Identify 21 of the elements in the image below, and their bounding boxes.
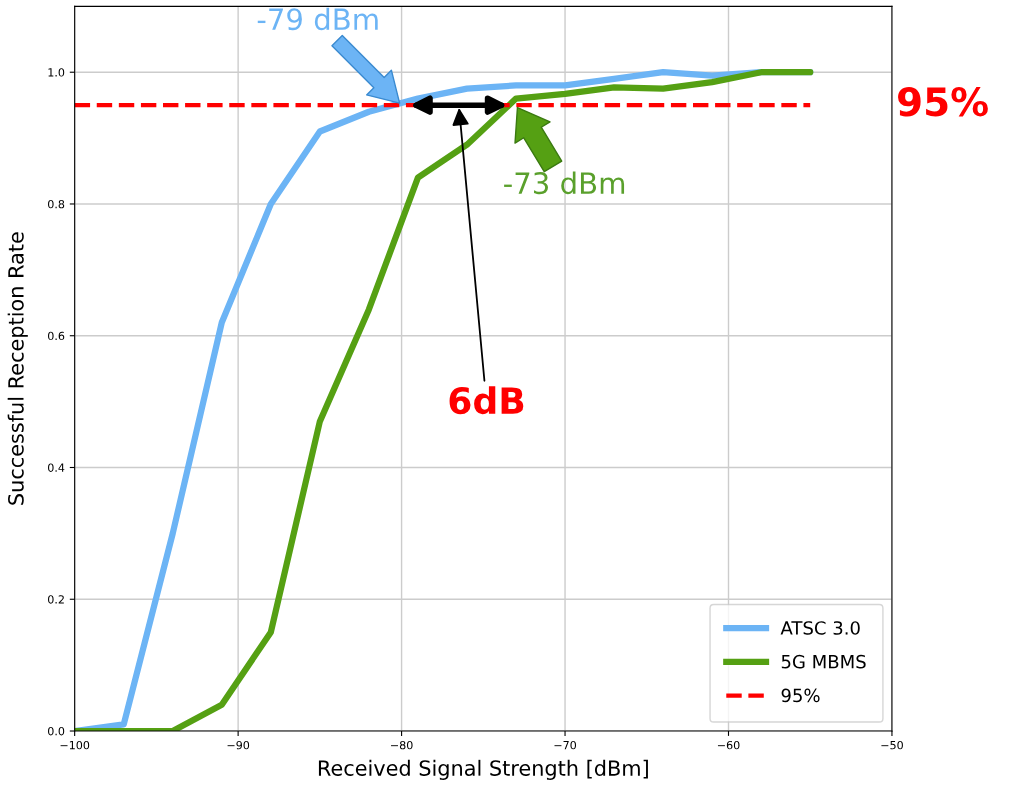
legend-label: 95% xyxy=(781,688,820,703)
x-tick-label: −60 xyxy=(717,740,740,750)
text: 95% xyxy=(898,87,988,117)
y-tick-label: 0.6 xyxy=(48,331,65,341)
y-tick-label: 0.4 xyxy=(48,463,65,472)
x-tick-label: −70 xyxy=(554,740,577,750)
y-tick-label: 0.2 xyxy=(48,595,64,604)
y-axis-title: Successful Reception Rate xyxy=(7,232,28,505)
y-tick-label: 0.8 xyxy=(48,199,65,209)
x-tick-label: −90 xyxy=(227,740,250,750)
x-tick-label: −80 xyxy=(391,740,413,750)
annotation: -79 dBm xyxy=(257,7,378,31)
legend-label: ATSC 3.0 xyxy=(780,621,860,635)
y-tick-label: 0.0 xyxy=(48,726,65,736)
x-tick-label: −50 xyxy=(881,740,903,750)
legend-label: 5G MBMS xyxy=(781,654,866,669)
y-tick-label: 1.0 xyxy=(48,68,65,77)
annotation: 6dB xyxy=(449,386,524,415)
x-tick-label: −100 xyxy=(60,740,90,750)
x-axis-title: Received Signal Strength [dBm] xyxy=(318,759,648,780)
annotation: -73 dBm xyxy=(504,171,625,195)
